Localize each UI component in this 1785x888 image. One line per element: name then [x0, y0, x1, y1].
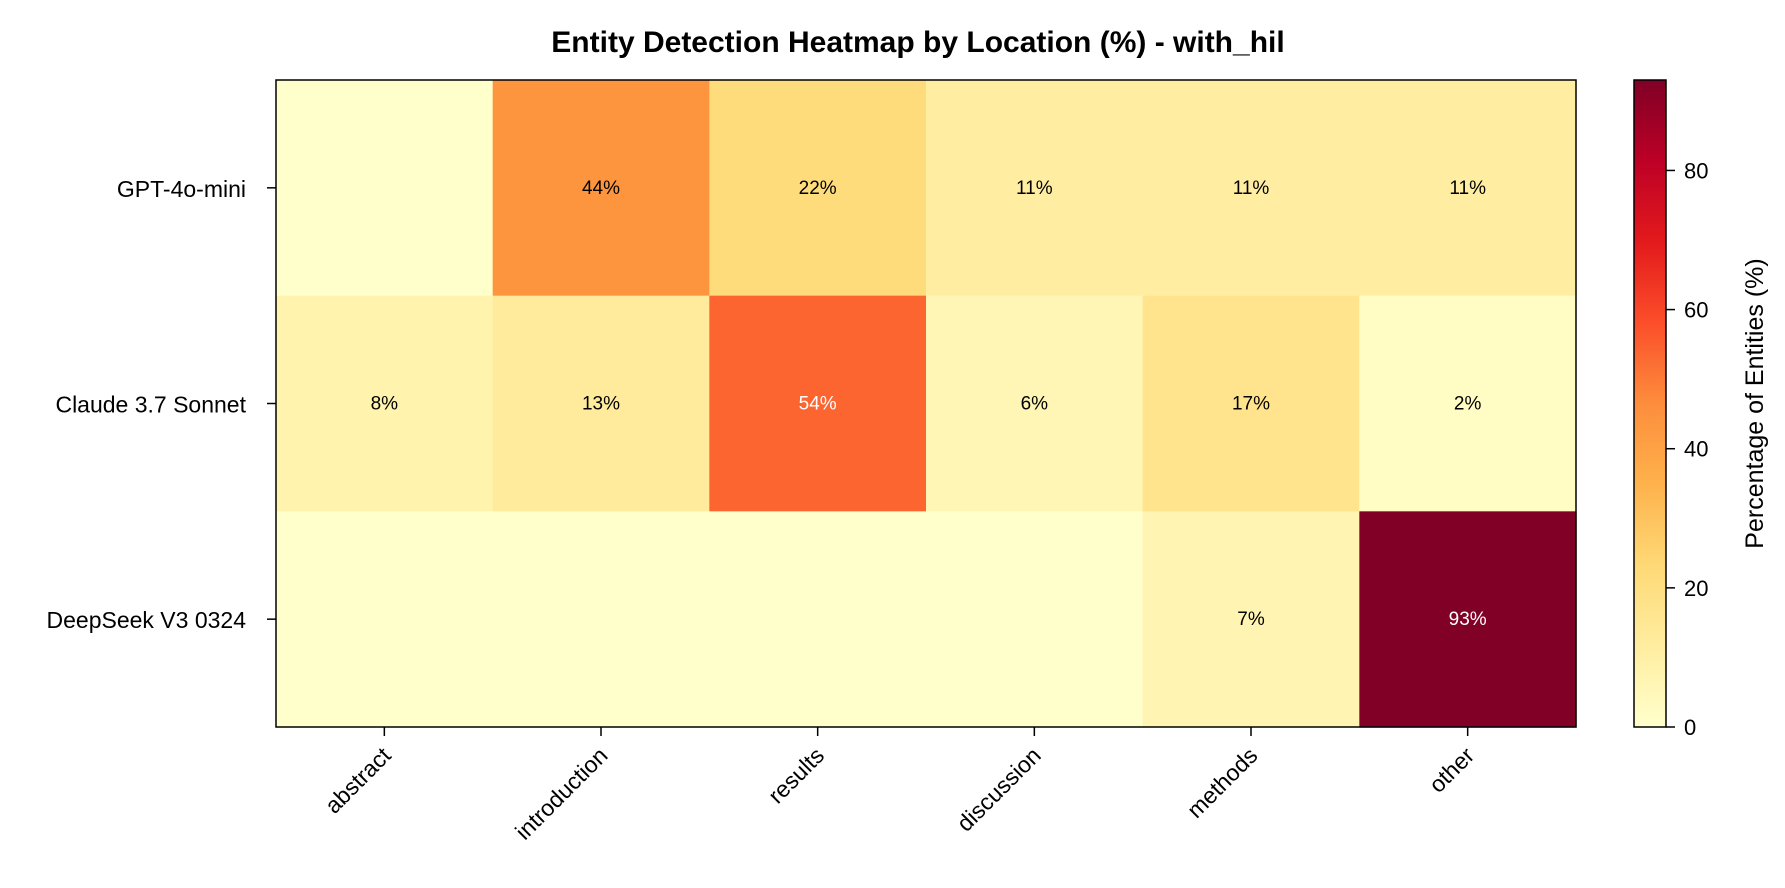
colorbar-gradient: [1633, 79, 1667, 728]
heatmap-cell: [709, 295, 927, 512]
cell-value-label: 54%: [799, 394, 837, 415]
colorbar-label: Percentage of Entities (%): [1741, 258, 1769, 548]
heatmap-cell: [276, 511, 494, 728]
cell-value-label: 2%: [1454, 394, 1482, 415]
colorbar-tick-label: 20: [1684, 576, 1708, 601]
x-tick-label: discussion: [952, 742, 1046, 836]
y-tick-label: Claude 3.7 Sonnet: [55, 392, 246, 418]
cell-value-label: 11%: [1016, 178, 1053, 199]
x-axis: abstract introduction results discussion met…: [320, 727, 1480, 845]
heatmap-cell: [709, 80, 927, 297]
chart-title: Entity Detection Heatmap by Location (%)…: [551, 26, 1284, 59]
heatmap-cells: [276, 80, 1577, 728]
x-tick-label: introduction: [510, 742, 612, 844]
heatmap-cell: [1359, 295, 1577, 512]
heatmap-cell: [926, 295, 1144, 512]
cell-value-label: 22%: [799, 178, 837, 199]
cell-value-label: 7%: [1237, 609, 1265, 630]
colorbar-tick-label: 60: [1684, 298, 1708, 323]
heatmap-cell: [709, 511, 927, 728]
heatmap-cell: [492, 511, 710, 728]
heatmap-cell: [492, 295, 710, 512]
x-tick-label: other: [1424, 742, 1480, 798]
cell-value-label: 13%: [582, 394, 620, 415]
colorbar: 0 20 40 60 80: [1633, 79, 1708, 740]
cell-value-label: 44%: [582, 178, 620, 199]
heatmap-cell: [1142, 295, 1360, 512]
heatmap-cell: [1142, 80, 1360, 297]
heatmap-cell: [1142, 511, 1360, 728]
colorbar-tick-label: 80: [1684, 158, 1708, 183]
colorbar-tick-label: 0: [1684, 715, 1696, 740]
heatmap-cell: [926, 80, 1144, 297]
colorbar-tick-label: 40: [1684, 437, 1708, 462]
x-tick-label: results: [763, 742, 829, 808]
y-tick-label: GPT-4o-mini: [117, 176, 246, 202]
heatmap-cell: [926, 511, 1144, 728]
cell-value-label: 17%: [1232, 394, 1270, 415]
x-tick-label: methods: [1182, 742, 1263, 823]
heatmap-cell: [276, 295, 494, 512]
cell-value-label: 93%: [1449, 609, 1487, 630]
heatmap-cell-labels: 44% 22% 11% 11% 11% 8% 13% 54% 6% 17% 2% 7% 93%: [371, 178, 1487, 630]
heatmap-cell: [1359, 511, 1577, 728]
y-axis: GPT-4o-mini Claude 3.7 Sonnet DeepSeek V3 …: [47, 176, 276, 633]
cell-value-label: 11%: [1449, 178, 1486, 199]
cell-value-label: 6%: [1021, 394, 1049, 415]
cell-value-label: 11%: [1233, 178, 1270, 199]
heatmap-cell: [276, 80, 494, 297]
heatmap-cell: [492, 80, 710, 297]
x-tick-label: abstract: [320, 742, 397, 819]
y-tick-label: DeepSeek V3 0324: [47, 607, 247, 633]
heatmap-cell: [1359, 80, 1577, 297]
cell-value-label: 8%: [371, 394, 399, 415]
